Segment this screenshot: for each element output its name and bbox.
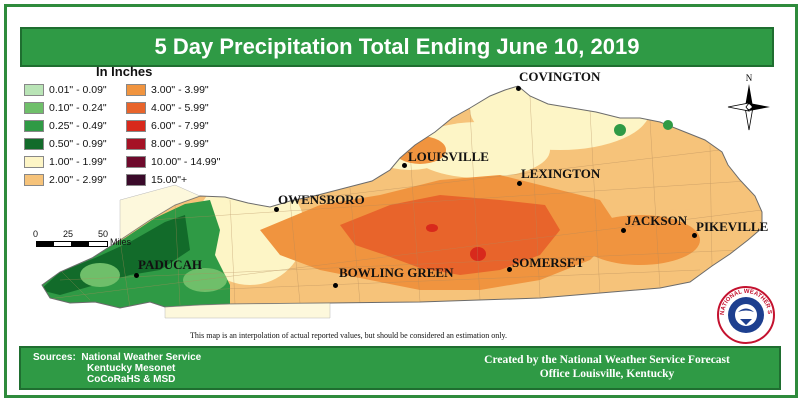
scale-unit: Miles [110,237,132,247]
nws-logo-icon: NATIONAL WEATHER SERVICE [716,285,775,344]
footer-bar: Sources: National Weather Service Kentuc… [19,346,781,390]
legend-label: 0.50" - 0.99" [49,138,107,150]
city-paducah: PADUCAH [138,257,203,272]
city-bowling-green: BOWLING GREEN [339,265,454,280]
city-dot [517,181,522,186]
map-title: 5 Day Precipitation Total Ending June 10… [20,27,774,67]
scale-bar: 0 25 50 Miles [30,229,140,253]
city-dot [274,207,279,212]
legend-item: 0.50" - 0.99" [24,138,107,150]
legend-swatch [24,174,44,186]
legend-label: 3.00" - 3.99" [151,84,209,96]
legend-item: 4.00" - 5.99" [126,102,209,114]
legend-item: 1.00" - 1.99" [24,156,107,168]
compass-label: N [746,73,753,83]
legend-label: 10.00" - 14.99" [151,156,221,168]
legend-swatch [126,102,146,114]
legend-title: In Inches [96,64,153,79]
credit-block: Created by the National Weather Service … [457,353,757,381]
city-dot [621,228,626,233]
legend-swatch [24,120,44,132]
legend-item: 6.00" - 7.99" [126,120,209,132]
city-dot [134,273,139,278]
source-item: CoCoRaHS & MSD [87,374,176,385]
city-dot [507,267,512,272]
city-lexington: LEXINGTON [521,166,601,181]
city-pikeville: PIKEVILLE [696,219,769,234]
sources-block: Sources: National Weather Service Kentuc… [33,352,201,385]
legend-label: 1.00" - 1.99" [49,156,107,168]
sources-label: Sources: [33,352,76,363]
legend-item: 15.00"+ [126,174,187,186]
scale-tick-label: 25 [63,229,74,239]
legend-swatch [126,84,146,96]
legend-label: 4.00" - 5.99" [151,102,209,114]
legend-swatch [126,138,146,150]
legend-swatch [126,156,146,168]
legend-item: 10.00" - 14.99" [126,156,220,168]
city-covington: COVINGTON [519,69,601,84]
legend-item: 0.25" - 0.49" [24,120,107,132]
legend-swatch [24,84,44,96]
scale-tick-label: 0 [33,229,39,239]
city-owensboro: OWENSBORO [278,192,365,207]
city-somerset: SOMERSET [512,255,585,270]
legend-label: 8.00" - 9.99" [151,138,209,150]
legend-label: 0.25" - 0.49" [49,120,107,132]
legend-item: 0.01" - 0.09" [24,84,107,96]
city-dot [402,163,407,168]
legend-item: 3.00" - 3.99" [126,84,209,96]
legend-label: 2.00" - 2.99" [49,174,107,186]
credit-line: Created by the National Weather Service … [484,354,730,366]
city-dot [516,86,521,91]
credit-line: Office Louisville, Kentucky [539,368,675,380]
legend-swatch [24,138,44,150]
source-item: Kentucky Mesonet [87,363,176,374]
legend-label: 15.00"+ [151,174,188,186]
legend-item: 0.10" - 0.24" [24,102,107,114]
legend-item: 2.00" - 2.99" [24,174,107,186]
legend-swatch [126,174,146,186]
source-item: National Weather Service [81,352,202,363]
city-jackson: JACKSON [625,213,688,228]
legend-label: 6.00" - 7.99" [151,120,209,132]
legend-swatch [24,156,44,168]
legend-item: 8.00" - 9.99" [126,138,209,150]
legend-label: 0.10" - 0.24" [49,102,107,114]
legend-swatch [24,102,44,114]
city-dot [692,233,697,238]
scale-bar-graphic [36,241,108,247]
legend-swatch [126,120,146,132]
scale-tick-label: 50 [98,229,109,239]
city-dot [333,283,338,288]
legend-label: 0.01" - 0.09" [49,84,107,96]
city-louisville: LOUISVILLE [408,149,489,164]
estimation-note: This map is an interpolation of actual r… [190,331,507,340]
north-arrow-icon: N [727,73,770,131]
